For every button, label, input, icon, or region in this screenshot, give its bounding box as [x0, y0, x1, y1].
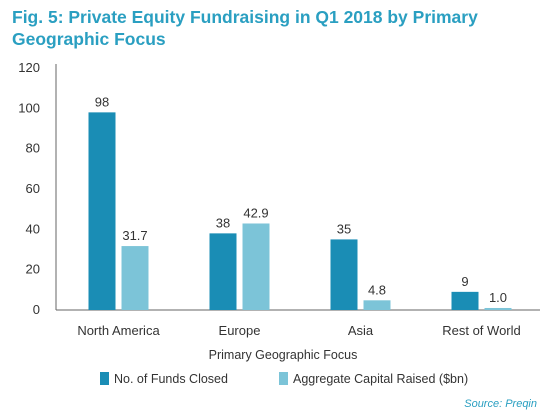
data-label-s0-c1: 38 [216, 215, 230, 230]
legend-label-0: No. of Funds Closed [114, 372, 228, 386]
x-tick-label-3: Rest of World [442, 323, 521, 338]
bar-s1-c0 [121, 246, 149, 310]
data-label-s1-c0: 31.7 [122, 228, 147, 243]
bar-s0-c0 [88, 112, 116, 310]
bar-s1-c2 [363, 300, 391, 310]
x-tick-label-2: Asia [348, 323, 374, 338]
y-tick-label-4: 80 [26, 141, 40, 156]
y-tick-label-6: 120 [18, 60, 40, 75]
legend-swatch-1 [279, 372, 288, 385]
data-label-s0-c3: 9 [461, 274, 468, 289]
bar-s0-c1 [209, 233, 237, 310]
y-tick-label-3: 60 [26, 181, 40, 196]
bar-s0-c2 [330, 239, 358, 310]
data-label-s1-c3: 1.0 [489, 290, 507, 305]
chart-title: Fig. 5: Private Equity Fundraising in Q1… [12, 7, 478, 49]
data-label-s0-c2: 35 [337, 221, 351, 236]
bar-s1-c1 [242, 223, 270, 310]
y-tick-label-5: 100 [18, 100, 40, 115]
bar-s1-c3 [484, 307, 512, 310]
data-label-s1-c1: 42.9 [243, 205, 268, 220]
source-note: Source: Preqin [464, 398, 537, 410]
x-tick-label-1: Europe [219, 323, 261, 338]
legend-label-1: Aggregate Capital Raised ($bn) [293, 372, 468, 386]
y-tick-label-2: 40 [26, 221, 40, 236]
data-label-s0-c0: 98 [95, 94, 109, 109]
y-tick-label-1: 20 [26, 262, 40, 277]
y-tick-label-0: 0 [33, 302, 40, 317]
x-tick-label-0: North America [77, 323, 160, 338]
data-label-s1-c2: 4.8 [368, 282, 386, 297]
x-axis-title: Primary Geographic Focus [209, 348, 358, 362]
bar-s0-c3 [451, 291, 479, 310]
legend-swatch-0 [100, 372, 109, 385]
